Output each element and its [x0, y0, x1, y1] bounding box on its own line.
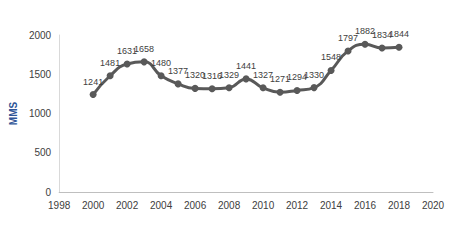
svg-text:1480: 1480 [151, 57, 172, 68]
svg-text:1834: 1834 [372, 30, 392, 40]
svg-text:2016: 2016 [354, 200, 377, 211]
svg-text:1441: 1441 [236, 60, 257, 71]
svg-text:1882: 1882 [355, 26, 375, 37]
svg-text:1548: 1548 [321, 52, 341, 62]
svg-text:2002: 2002 [116, 200, 139, 211]
svg-text:0: 0 [46, 187, 52, 198]
svg-text:MMS: MMS [8, 102, 19, 126]
svg-text:1658: 1658 [134, 44, 154, 54]
svg-text:1797: 1797 [338, 32, 358, 43]
svg-text:1241: 1241 [83, 77, 103, 87]
svg-text:1000: 1000 [29, 108, 52, 119]
svg-text:2004: 2004 [150, 200, 173, 211]
svg-text:1631: 1631 [117, 46, 138, 56]
svg-text:1500: 1500 [29, 69, 52, 80]
svg-text:2008: 2008 [218, 200, 241, 211]
svg-text:2000: 2000 [82, 200, 105, 211]
svg-text:2014: 2014 [320, 200, 343, 211]
svg-text:1320: 1320 [185, 70, 206, 81]
svg-text:2012: 2012 [286, 200, 309, 211]
svg-text:1271: 1271 [270, 74, 291, 85]
svg-text:1329: 1329 [219, 70, 239, 80]
svg-text:2000: 2000 [29, 30, 52, 41]
svg-text:2020: 2020 [422, 200, 445, 211]
svg-text:1481: 1481 [100, 58, 120, 68]
svg-text:500: 500 [34, 147, 51, 158]
svg-text:1316: 1316 [202, 70, 223, 81]
svg-text:2006: 2006 [184, 200, 207, 211]
svg-text:2010: 2010 [252, 200, 275, 211]
svg-text:1327: 1327 [253, 69, 274, 80]
svg-text:2018: 2018 [388, 200, 411, 211]
svg-text:1998: 1998 [48, 200, 71, 211]
svg-text:1377: 1377 [168, 65, 189, 76]
svg-text:1844: 1844 [389, 29, 409, 39]
svg-text:1294: 1294 [287, 72, 308, 83]
svg-text:1330: 1330 [304, 70, 324, 80]
